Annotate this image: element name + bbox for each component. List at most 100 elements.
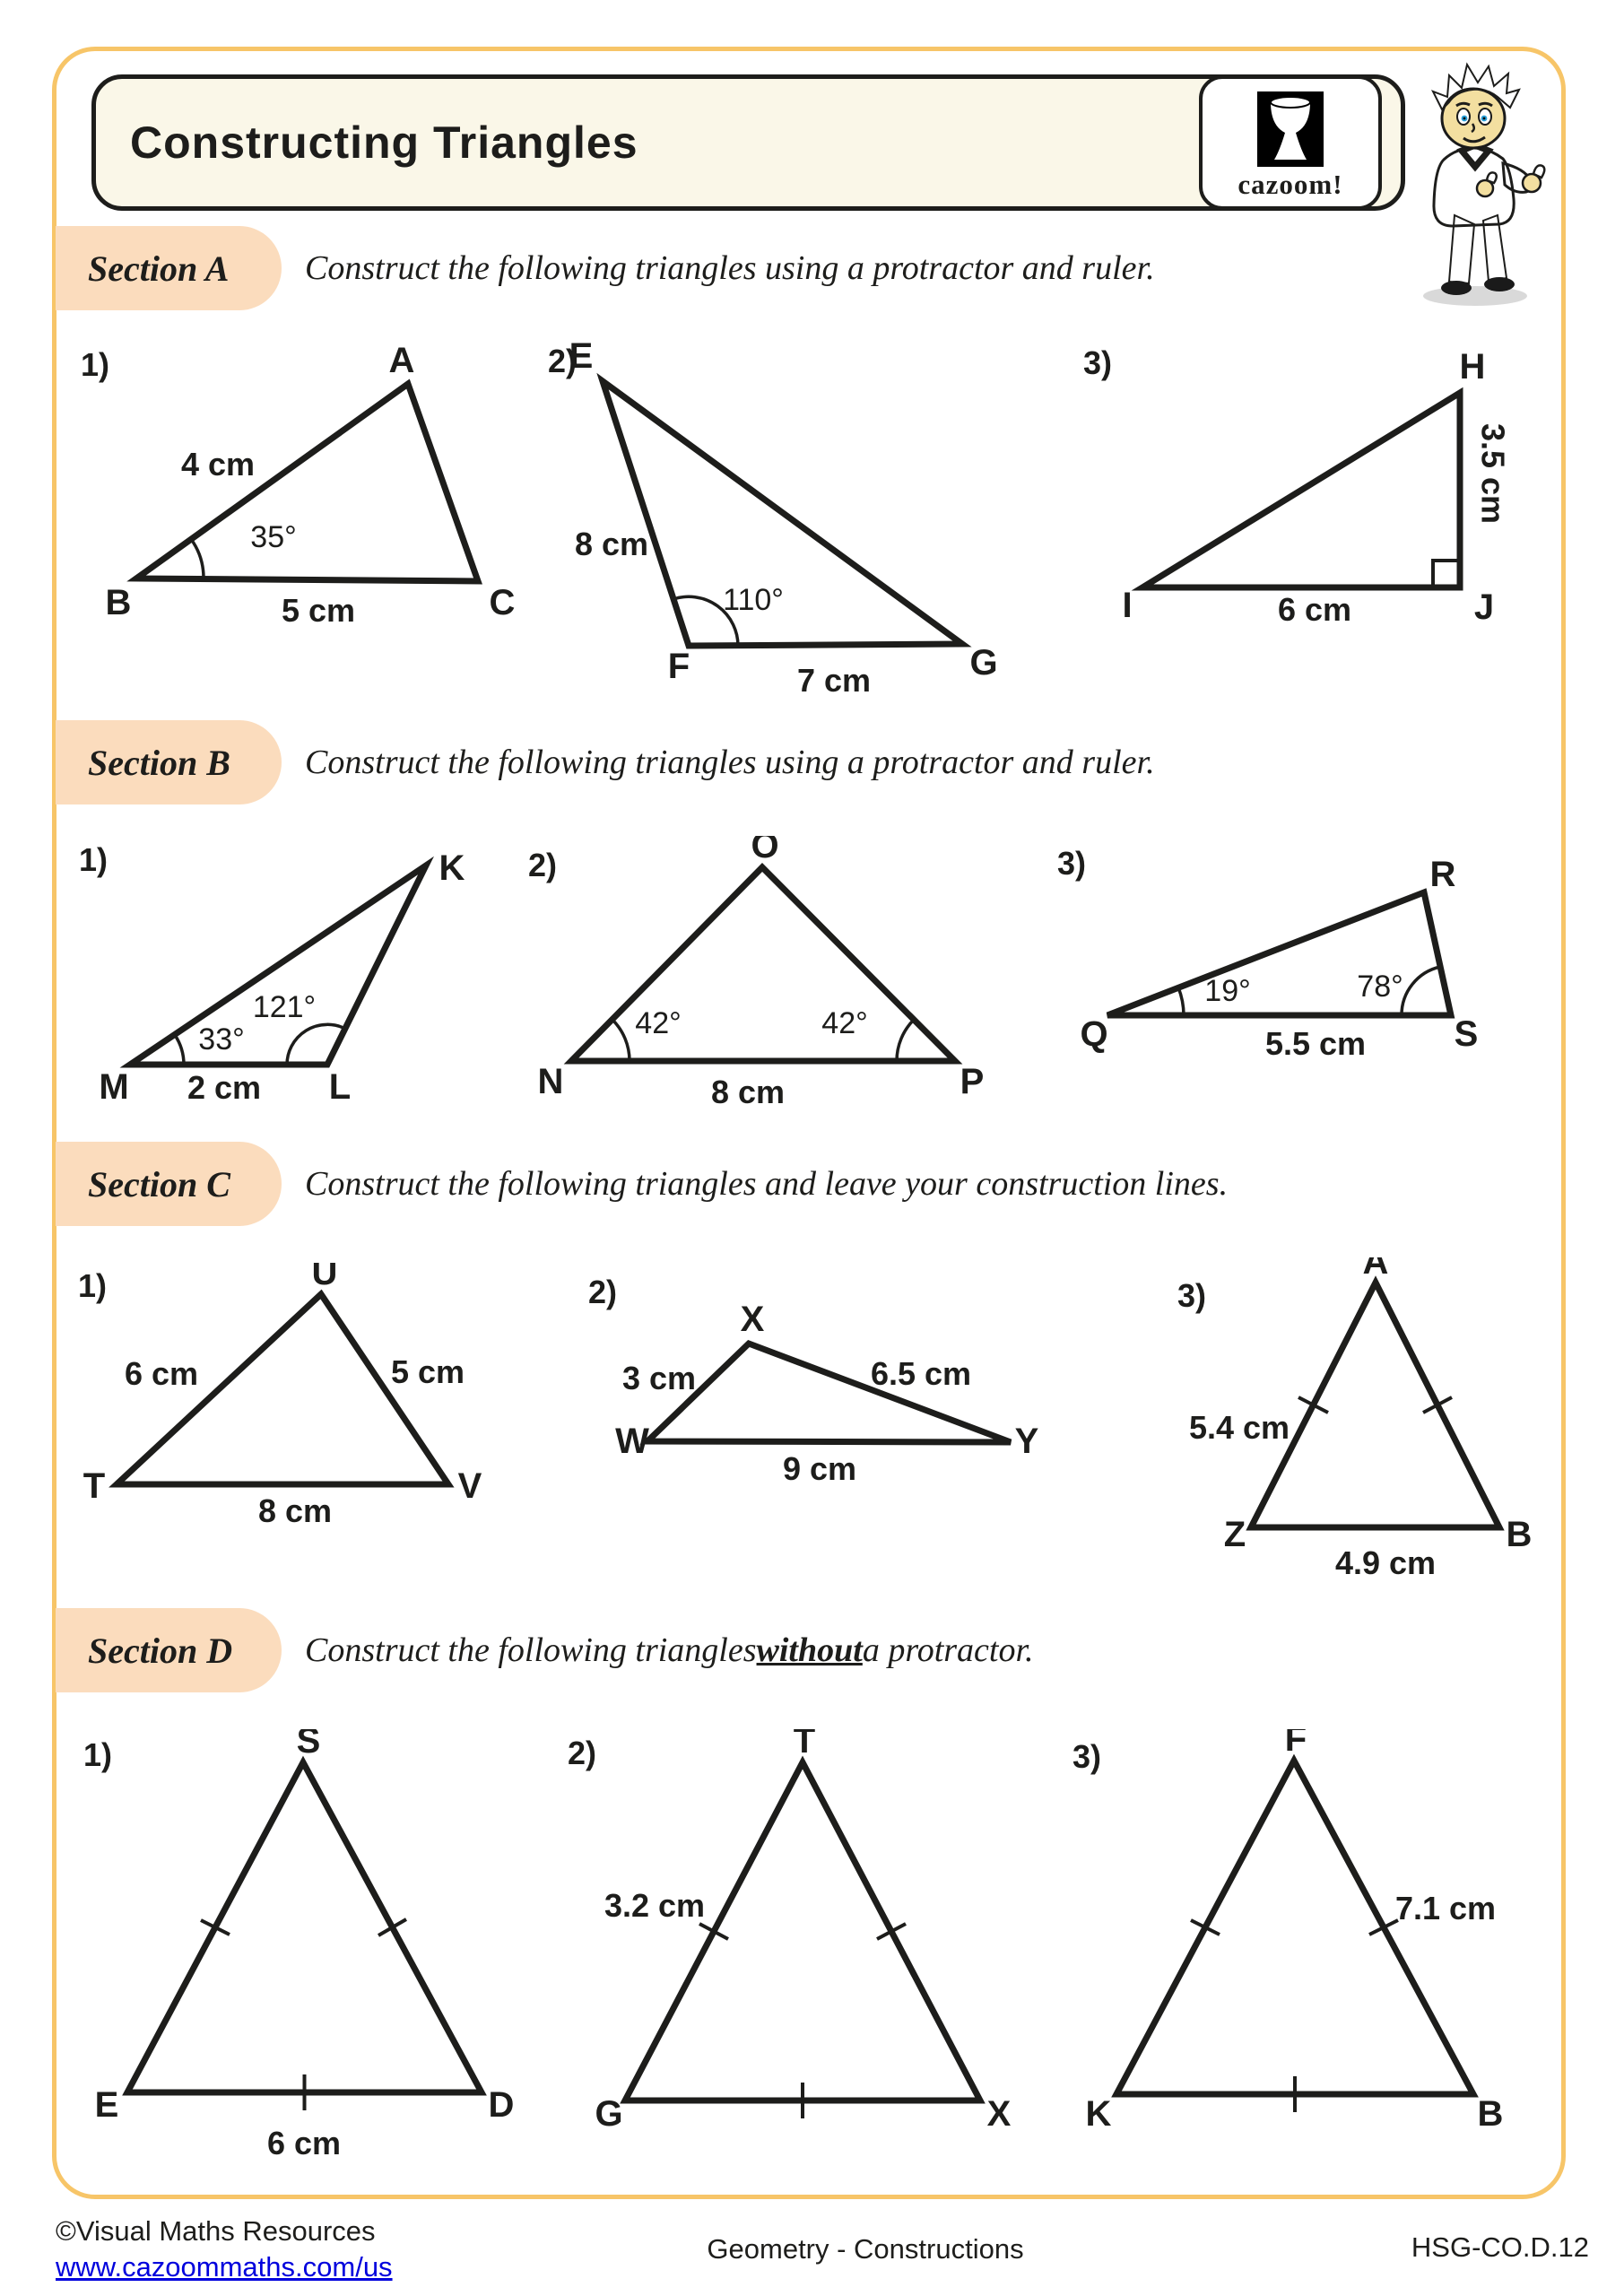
problem-number-d2: 2) [568,1735,597,1771]
section-b-instruction: Construct the following triangles using … [305,720,1155,804]
problem-number-b2: 2) [528,847,558,883]
triangle-outline [119,856,434,1068]
triangle-figure-d2: T G X 3.2 cm [595,1729,1011,2134]
angle-arc [189,537,205,580]
vertex-label: C [490,583,516,622]
triangle-figure-c2: X W Y 3 cm 6.5 cm 9 cm [615,1300,1039,1487]
triangle-outline [1111,1753,1479,2098]
triangle-outline [122,1755,487,2096]
angle-label: 35° [250,520,296,554]
problem-number-d1: 1) [83,1736,113,1773]
vertex-label: M [99,1067,128,1107]
angle-arc [1177,987,1185,1016]
side-length-label: 8 cm [258,1492,332,1529]
side-length-label: 9 cm [783,1450,856,1487]
triangle-figure-a2: E F G 8 cm 110° 7 cm [569,339,998,699]
vertex-label: O [751,836,778,865]
problem-number-a3: 3) [1083,344,1113,381]
congruence-tick [200,1918,230,1936]
side-length-label: 3.2 cm [604,1887,705,1924]
cazoom-logo: cazoom! [1199,75,1382,210]
side-length-label: 3 cm [622,1360,696,1396]
side-length-label: 6 cm [125,1355,198,1392]
side-length-label: 2 cm [187,1069,261,1106]
triangle-outline [126,378,482,585]
triangle-figure-b2: O N P 42° 42° 8 cm [538,836,985,1105]
vertex-label: B [106,583,132,622]
vertex-label: F [1285,1729,1307,1759]
section-d-label: Section D [88,1630,233,1671]
side-length-label: 8 cm [575,526,648,562]
vertex-label: Q [1080,1014,1107,1054]
problem-number-c3: 3) [1177,1277,1207,1314]
angle-arc [611,1018,631,1062]
section-b-instruction-text: Construct the following triangles using … [305,744,1155,781]
side-length-label: 8 cm [711,1074,785,1105]
vertex-label: T [83,1466,105,1506]
angle-label: 121° [253,990,316,1024]
congruence-tick [699,1922,729,1941]
side-length-label: 6.5 cm [871,1355,971,1392]
angle-arc [285,1022,346,1065]
side-length-label: 4 cm [181,446,255,483]
vertex-label: G [969,643,997,683]
vertex-label: S [297,1729,321,1761]
section-b-pill: Section B [56,720,282,804]
side-length-label: 4.9 cm [1335,1544,1436,1580]
vertex-label: G [595,2094,622,2134]
vertex-label: E [95,2085,119,2125]
side-length-label: 5.4 cm [1189,1409,1290,1446]
logo-wordmark: cazoom! [1238,169,1343,200]
vertex-label: N [538,1062,564,1101]
problem-number-b1: 1) [79,841,109,878]
angle-label: 42° [635,1006,681,1040]
angle-arc [173,1034,186,1065]
triangle-outline [1106,888,1455,1019]
footer-website-link[interactable]: www.cazoommaths.com/us [56,2251,393,2283]
section-d-instruction-emphasis: without [756,1631,863,1669]
triangle-figure-d1: S E D 6 cm [95,1729,515,2160]
angle-label: 110° [723,583,784,617]
vertex-label: S [1455,1014,1479,1054]
congruence-tick [1422,1396,1453,1414]
vertex-label: D [489,2085,515,2125]
triangle-outline [639,1339,1012,1446]
triangle-outline [620,1755,986,2104]
right-angle-marker [1431,559,1460,587]
section-d-instruction-pre: Construct the following triangles [305,1631,757,1669]
vertex-label: K [439,848,465,888]
problem-number-a1: 1) [81,346,110,383]
section-a-instruction-text: Construct the following triangles using … [305,249,1155,287]
title-box: Constructing Triangles [91,74,1405,211]
vertex-label: P [960,1062,985,1101]
problem-number-c2: 2) [588,1274,618,1310]
vertex-label: E [569,339,594,376]
triangle-figure-b1: K M L 33° 121° 2 cm [99,848,465,1107]
vertex-label: J [1474,587,1494,627]
footer-topic: Geometry - Constructions [707,2233,1024,2265]
angle-arc [673,595,740,647]
side-length-label: 5 cm [391,1353,465,1390]
vertex-label: Z [1224,1515,1246,1554]
angle-label: 33° [198,1022,244,1057]
angle-label: 42° [821,1006,867,1040]
triangle-figure-a3: H I J 3.5 cm 6 cm [1122,347,1511,628]
triangle-outline [109,1289,455,1488]
section-c-pill: Section C [56,1142,282,1226]
page-border-frame [52,47,1566,2199]
vertex-label: U [312,1263,338,1292]
section-c-instruction-text: Construct the following triangles and le… [305,1165,1229,1203]
problem-number-c1: 1) [78,1267,108,1304]
vertex-label: B [1478,2094,1504,2134]
vertex-label: I [1122,586,1132,625]
triangle-figure-b3: R Q S 19° 78° 5.5 cm [1080,855,1479,1062]
side-length-label: 5.5 cm [1265,1025,1366,1062]
logo-square [1257,91,1324,167]
congruence-tick [876,1922,907,1941]
angle-label: 19° [1204,974,1250,1008]
vertex-label: B [1507,1515,1533,1554]
section-c-label: Section C [88,1163,230,1205]
vertex-label: H [1460,347,1486,387]
vertex-label: K [1086,2094,1112,2134]
